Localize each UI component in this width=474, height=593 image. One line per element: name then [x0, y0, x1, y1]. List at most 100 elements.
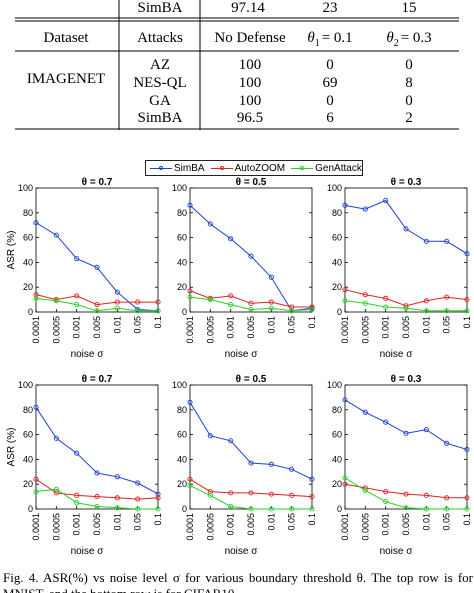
x-tick-label: 0.005 [246, 513, 256, 536]
series-line-genattack [344, 477, 467, 510]
series-line-simba [35, 222, 159, 312]
data-point-genattack [114, 505, 120, 511]
y-axis-label: ASR (%) [6, 428, 17, 467]
data-point-genattack [362, 300, 368, 306]
data-point-genattack [228, 302, 234, 308]
legend-item-simba: SimBA [150, 163, 205, 174]
data-point-simba [248, 460, 254, 466]
table-cell: GA [149, 93, 171, 109]
data-point-genattack [74, 500, 80, 506]
data-point-simba [289, 466, 295, 472]
data-point-autozoom [248, 490, 254, 496]
y-tick-label: 60 [332, 430, 342, 440]
x-tick-label: 0.01 [112, 316, 122, 334]
table-cell: 100 [239, 93, 262, 109]
data-point-genattack [187, 482, 193, 488]
data-point-autozoom [114, 299, 120, 305]
data-point-genattack [383, 499, 389, 505]
table-cell: 69 [323, 75, 338, 91]
data-point-genattack [33, 295, 39, 301]
y-tick-label: 0 [182, 504, 187, 514]
data-point-simba [464, 251, 470, 257]
x-tick-label: 0.1 [307, 513, 317, 526]
data-point-simba [444, 238, 450, 244]
data-point-autozoom [309, 304, 315, 310]
data-point-simba [309, 476, 315, 482]
data-point-genattack [114, 305, 120, 311]
data-point-genattack [289, 308, 295, 314]
y-tick-label: 0 [28, 307, 33, 317]
y-tick-label: 0 [182, 307, 187, 317]
plot-frame [189, 384, 313, 510]
x-tick-label: 0.001 [72, 316, 82, 339]
data-point-genattack [444, 308, 450, 314]
data-point-autozoom [444, 294, 450, 300]
data-point-simba [342, 202, 348, 208]
data-point-simba [114, 474, 120, 480]
y-tick-label: 100 [18, 380, 33, 390]
data-point-autozoom [268, 491, 274, 497]
data-point-simba [383, 419, 389, 425]
data-point-genattack [94, 503, 100, 510]
x-tick-label: 0.1 [153, 316, 163, 329]
data-point-genattack [53, 298, 59, 304]
table-cell: 96.5 [237, 110, 263, 126]
legend-swatch [291, 163, 314, 173]
y-tick-label: 60 [23, 233, 33, 243]
y-tick-label: 80 [332, 208, 342, 218]
x-tick-label: 0.005 [401, 316, 411, 339]
chart-title: θ = 0.3 [391, 177, 422, 188]
data-point-autozoom [135, 299, 141, 305]
y-tick-label: 20 [332, 282, 342, 292]
data-point-simba [114, 289, 120, 295]
data-point-autozoom [403, 491, 409, 497]
data-point-autozoom [155, 299, 161, 305]
data-point-genattack [309, 306, 315, 313]
x-tick-label: 0.001 [381, 513, 391, 536]
table-cell: 15 [402, 0, 417, 16]
data-point-genattack [207, 297, 213, 303]
data-point-genattack [464, 308, 470, 314]
data-point-autozoom [383, 295, 389, 301]
data-point-genattack [342, 475, 348, 481]
y-tick-label: 80 [23, 405, 33, 415]
y-tick-label: 60 [23, 430, 33, 440]
data-point-simba [383, 197, 389, 203]
data-point-autozoom [74, 293, 80, 299]
data-point-autozoom [135, 496, 141, 502]
y-tick-label: 60 [177, 233, 187, 243]
data-point-genattack [423, 506, 429, 512]
x-tick-label: 0.01 [266, 316, 276, 334]
data-point-genattack [187, 294, 193, 300]
x-tick-label: 0.0005 [360, 316, 370, 344]
x-tick-label: 0.001 [72, 513, 82, 536]
series-line-genattack [189, 296, 313, 312]
table-header: No Defense [214, 30, 286, 46]
data-point-simba [423, 427, 429, 433]
data-point-autozoom [155, 495, 161, 501]
data-point-simba [33, 220, 39, 226]
x-tick-label: 0.1 [153, 513, 163, 526]
data-point-genattack [53, 486, 59, 492]
data-point-autozoom [342, 287, 348, 293]
data-point-genattack [248, 506, 254, 512]
x-tick-label: 0.05 [442, 316, 452, 334]
y-tick-label: 40 [332, 454, 342, 464]
legend-label: AutoZOOM [234, 162, 286, 174]
x-tick-label: 0.01 [421, 513, 431, 531]
legend-item-genattack: GenAttack [291, 163, 362, 174]
data-point-simba [248, 253, 254, 259]
x-tick-label: 0.001 [381, 316, 391, 339]
data-point-simba [74, 450, 80, 456]
data-point-autozoom [33, 292, 39, 298]
x-tick-label: 0.001 [226, 513, 236, 536]
y-axis-label: ASR (%) [6, 231, 17, 270]
data-point-genattack [289, 506, 295, 512]
data-point-genattack [135, 308, 141, 314]
series-line-autozoom [35, 294, 158, 306]
chart-title: θ = 0.3 [391, 374, 422, 385]
data-point-autozoom [464, 297, 470, 303]
data-point-autozoom [94, 302, 100, 308]
y-tick-label: 20 [23, 282, 33, 292]
data-point-autozoom [207, 489, 213, 495]
